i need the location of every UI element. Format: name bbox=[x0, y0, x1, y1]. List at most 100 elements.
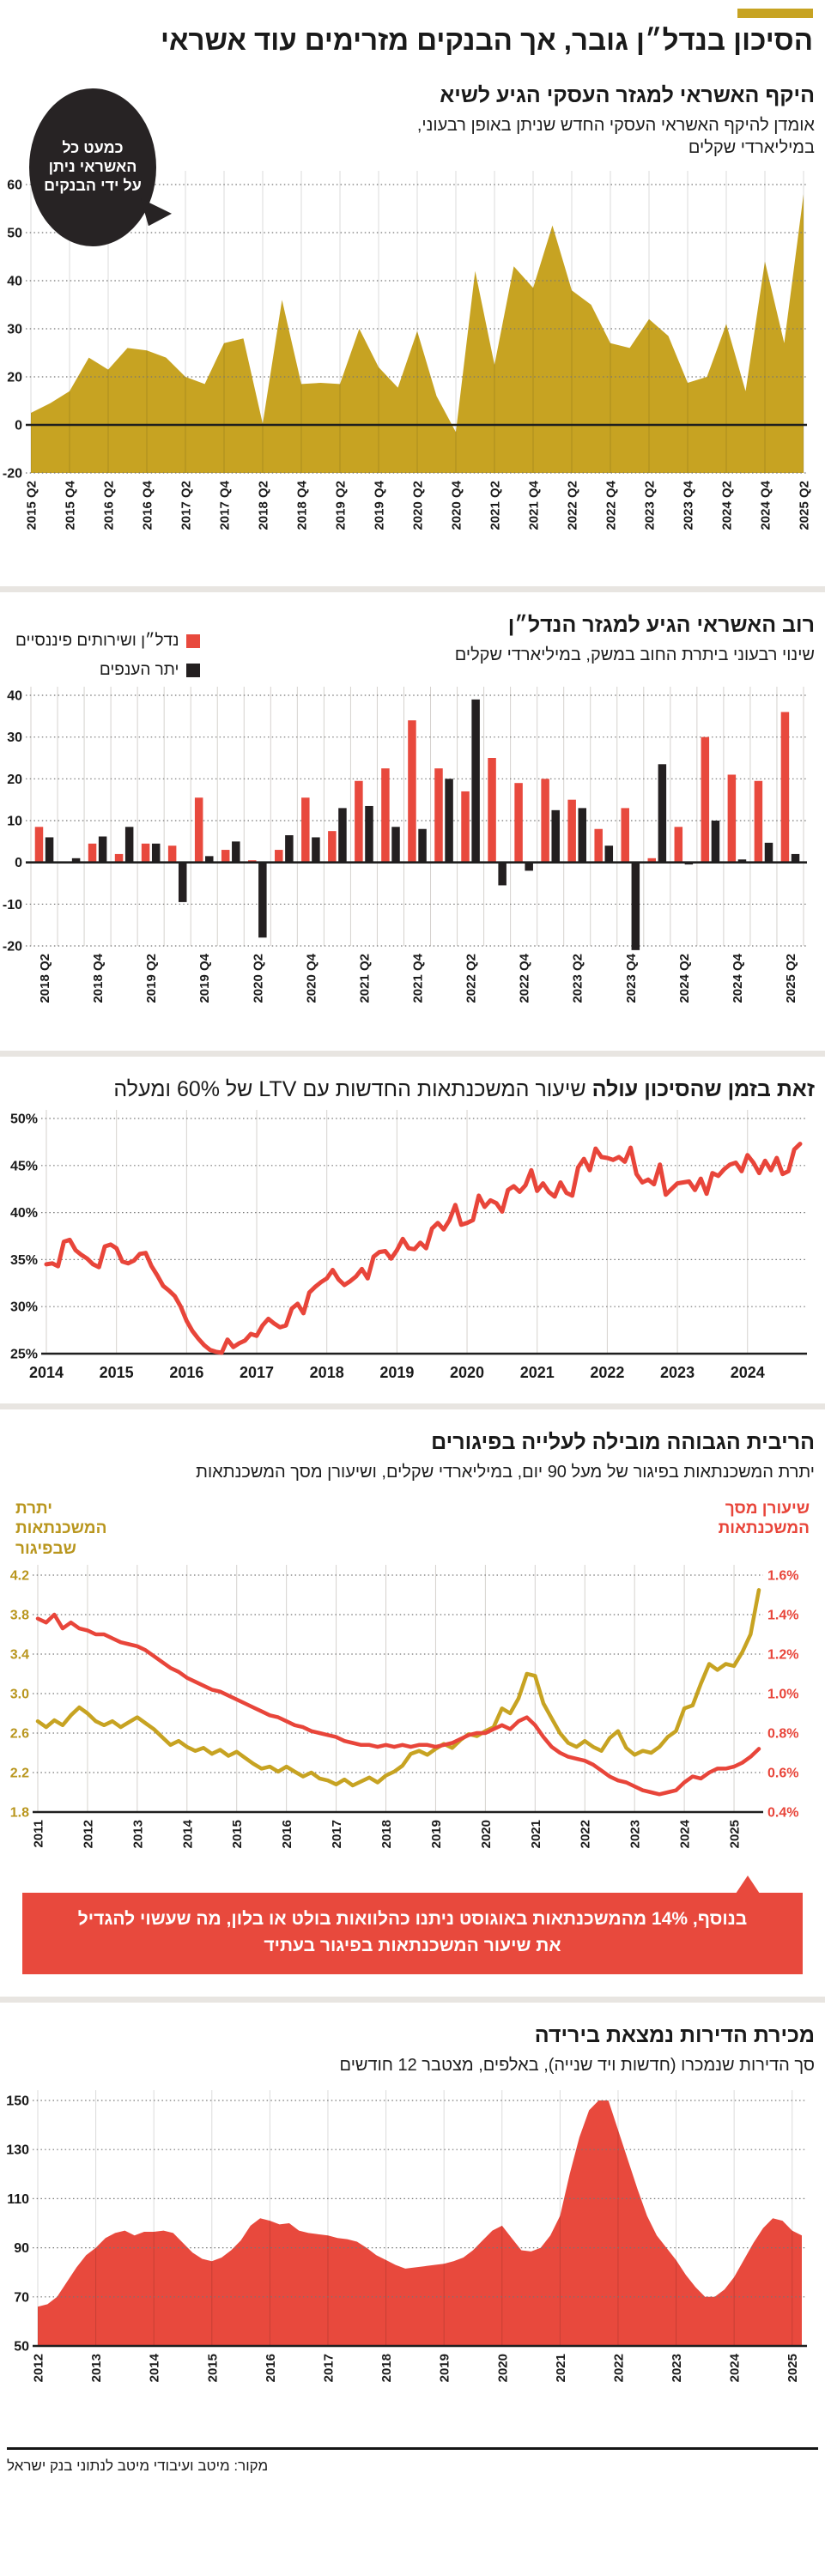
svg-text:2019: 2019 bbox=[438, 2354, 452, 2382]
page-title: הסיכון בנדל״ן גובר, אך הבנקים מזרימים עו… bbox=[160, 24, 813, 56]
legend-item-other: יתר הענפים bbox=[15, 661, 201, 680]
svg-text:2025: 2025 bbox=[786, 2354, 800, 2382]
svg-text:2017 Q4: 2017 Q4 bbox=[218, 480, 233, 530]
svg-text:2020 Q4: 2020 Q4 bbox=[304, 953, 318, 1003]
svg-text:1.4%: 1.4% bbox=[767, 1608, 798, 1622]
chart5-area-chart: 150 130 110 90 70 50 2012 2013 2014 2015 2016 2017 2… bbox=[6, 2088, 815, 2416]
chart2-legend: נדל״ן ושירותים פיננסיים יתר הענפים bbox=[15, 632, 201, 680]
svg-text:2016 Q4: 2016 Q4 bbox=[141, 480, 155, 530]
svg-text:20: 20 bbox=[7, 371, 22, 385]
svg-text:70: 70 bbox=[14, 2290, 29, 2305]
svg-text:2024: 2024 bbox=[731, 1364, 765, 1381]
svg-text:2015 Q2: 2015 Q2 bbox=[25, 481, 39, 530]
svg-text:2022 Q2: 2022 Q2 bbox=[566, 481, 580, 530]
svg-text:2014: 2014 bbox=[29, 1364, 64, 1381]
page-header: הסיכון בנדל״ן גובר, אך הבנקים מזרימים עו… bbox=[0, 0, 825, 56]
svg-text:35%: 35% bbox=[10, 1253, 38, 1268]
svg-text:20: 20 bbox=[7, 773, 22, 787]
section-ltv-share: זאת בזמן שהסיכון עולה שיעור המשכנתאות הח… bbox=[0, 1057, 825, 1403]
callout-banner: בנוסף, 14% מהמשכנתאות באוגוסט ניתנו כהלו… bbox=[22, 1875, 803, 1974]
svg-text:45%: 45% bbox=[10, 1159, 38, 1173]
svg-text:2018 Q2: 2018 Q2 bbox=[257, 481, 271, 530]
svg-text:2018 Q4: 2018 Q4 bbox=[295, 480, 310, 530]
svg-text:2018 Q2: 2018 Q2 bbox=[38, 954, 52, 1003]
left-axis-label: יתרת המשכנתאות שבפיגור bbox=[15, 1499, 107, 1559]
svg-text:2022: 2022 bbox=[590, 1364, 624, 1381]
svg-text:0.4%: 0.4% bbox=[767, 1805, 798, 1820]
svg-text:0: 0 bbox=[15, 856, 22, 870]
svg-text:2012: 2012 bbox=[32, 2354, 46, 2382]
arrears-svg: 4.2 1.6% 3.8 1.4% 3.4 1.2% 3.0 1.0% 2.6 0.8% 2.2 0.… bbox=[10, 1564, 798, 1848]
svg-text:2024: 2024 bbox=[728, 2353, 743, 2382]
svg-text:110: 110 bbox=[7, 2191, 29, 2206]
section-divider bbox=[0, 586, 825, 593]
svg-text:2023: 2023 bbox=[628, 1820, 643, 1848]
speech-bubble: כמעט כל האשראי ניתן על ידי הבנקים bbox=[29, 88, 156, 247]
svg-text:2015: 2015 bbox=[100, 1364, 134, 1381]
svg-text:2016: 2016 bbox=[169, 1364, 203, 1381]
credit-by-sector-svg: 40 30 20 10 0 -10 -20 2018 Q2 2018 Q4 2019 Q2 2019… bbox=[3, 687, 807, 1003]
svg-text:2023 Q4: 2023 Q4 bbox=[682, 480, 696, 530]
svg-text:2020: 2020 bbox=[479, 1820, 494, 1848]
svg-text:30: 30 bbox=[7, 730, 22, 745]
svg-text:0: 0 bbox=[15, 419, 22, 433]
svg-text:2019 Q2: 2019 Q2 bbox=[334, 481, 349, 530]
svg-text:40: 40 bbox=[7, 689, 22, 704]
chart2-heading: רוב האשראי הגיע למגזר הנדל״ן שינוי רבעונ… bbox=[455, 613, 815, 678]
legend-label: נדל״ן ושירותים פיננסיים bbox=[15, 632, 179, 651]
svg-text:2018: 2018 bbox=[379, 1820, 394, 1848]
svg-text:2015 Q4: 2015 Q4 bbox=[64, 480, 78, 530]
svg-text:2021 Q2: 2021 Q2 bbox=[357, 954, 372, 1003]
svg-text:3.8: 3.8 bbox=[10, 1608, 29, 1622]
svg-text:1.0%: 1.0% bbox=[767, 1687, 798, 1701]
svg-text:30: 30 bbox=[7, 323, 22, 337]
section-arrears: הריבית הגבוהה מובילה לעלייה בפיגורים יתר… bbox=[0, 1409, 825, 1997]
chart3-title-rest: שיעור המשכנתאות החדשות עם LTV של 60% ומע… bbox=[113, 1077, 586, 1102]
svg-text:2025 Q2: 2025 Q2 bbox=[798, 481, 812, 530]
chart5-subtitle: סך הדירות שנמכרו (חדשות ויד שנייה), באלפ… bbox=[339, 2055, 815, 2075]
svg-text:0.8%: 0.8% bbox=[767, 1726, 798, 1741]
speech-bubble-text: כמעט כל האשראי ניתן על ידי הבנקים bbox=[44, 139, 142, 195]
svg-text:2017: 2017 bbox=[240, 1364, 274, 1381]
svg-text:2016: 2016 bbox=[264, 2354, 278, 2382]
legend-item-realestate: נדל״ן ושירותים פיננסיים bbox=[15, 632, 201, 651]
svg-text:2025: 2025 bbox=[728, 1820, 743, 1848]
section-divider bbox=[0, 1403, 825, 1409]
section-divider bbox=[0, 1051, 825, 1058]
title-accent-bar bbox=[737, 9, 813, 18]
svg-text:-20: -20 bbox=[3, 940, 22, 955]
legend-swatch-black bbox=[186, 664, 201, 678]
svg-text:2015: 2015 bbox=[205, 2354, 220, 2382]
svg-text:2024: 2024 bbox=[678, 1819, 693, 1848]
legend-swatch-red bbox=[186, 634, 201, 649]
chart4-axis-headers: שיעורן מסך המשכנתאות יתרת המשכנתאות שבפי… bbox=[10, 1495, 815, 1560]
svg-text:2014: 2014 bbox=[148, 2353, 162, 2382]
legend-label: יתר הענפים bbox=[99, 661, 179, 680]
svg-text:2024 Q4: 2024 Q4 bbox=[731, 953, 745, 1003]
svg-text:40: 40 bbox=[7, 275, 22, 289]
svg-text:130: 130 bbox=[6, 2143, 29, 2157]
svg-text:2016 Q2: 2016 Q2 bbox=[102, 481, 117, 530]
svg-text:-10: -10 bbox=[3, 898, 22, 912]
svg-text:3.4: 3.4 bbox=[10, 1647, 29, 1662]
svg-text:1.2%: 1.2% bbox=[767, 1647, 798, 1662]
svg-text:2018 Q4: 2018 Q4 bbox=[91, 953, 106, 1003]
chart1-title: היקף האשראי למגזר העסקי הגיע לשיא bbox=[440, 83, 815, 108]
svg-text:2019 Q4: 2019 Q4 bbox=[373, 480, 387, 530]
svg-text:40%: 40% bbox=[10, 1206, 38, 1221]
svg-text:2017 Q2: 2017 Q2 bbox=[179, 481, 194, 530]
chart4-dual-line-chart: 4.2 1.6% 3.8 1.4% 3.4 1.2% 3.0 1.0% 2.6 0.8% 2.2 0.… bbox=[10, 1561, 815, 1874]
footer-rule bbox=[7, 2446, 818, 2450]
svg-text:2016: 2016 bbox=[280, 1820, 294, 1848]
chart4-title: הריבית הגבוהה מובילה לעלייה בפיגורים bbox=[431, 1429, 815, 1454]
svg-text:-20: -20 bbox=[3, 467, 22, 482]
chart3-line-chart: 50% 45% 40% 35% 30% 25% 2014 2015 2016 2017 2018 20… bbox=[10, 1108, 815, 1385]
svg-text:2023: 2023 bbox=[670, 2354, 684, 2382]
svg-text:1.6%: 1.6% bbox=[767, 1568, 798, 1583]
section-credit-by-sector: רוב האשראי הגיע למגזר הנדל״ן שינוי רבעונ… bbox=[0, 592, 825, 1051]
svg-text:2020 Q2: 2020 Q2 bbox=[251, 954, 265, 1003]
svg-text:3.0: 3.0 bbox=[10, 1687, 29, 1701]
svg-text:60: 60 bbox=[7, 179, 22, 193]
